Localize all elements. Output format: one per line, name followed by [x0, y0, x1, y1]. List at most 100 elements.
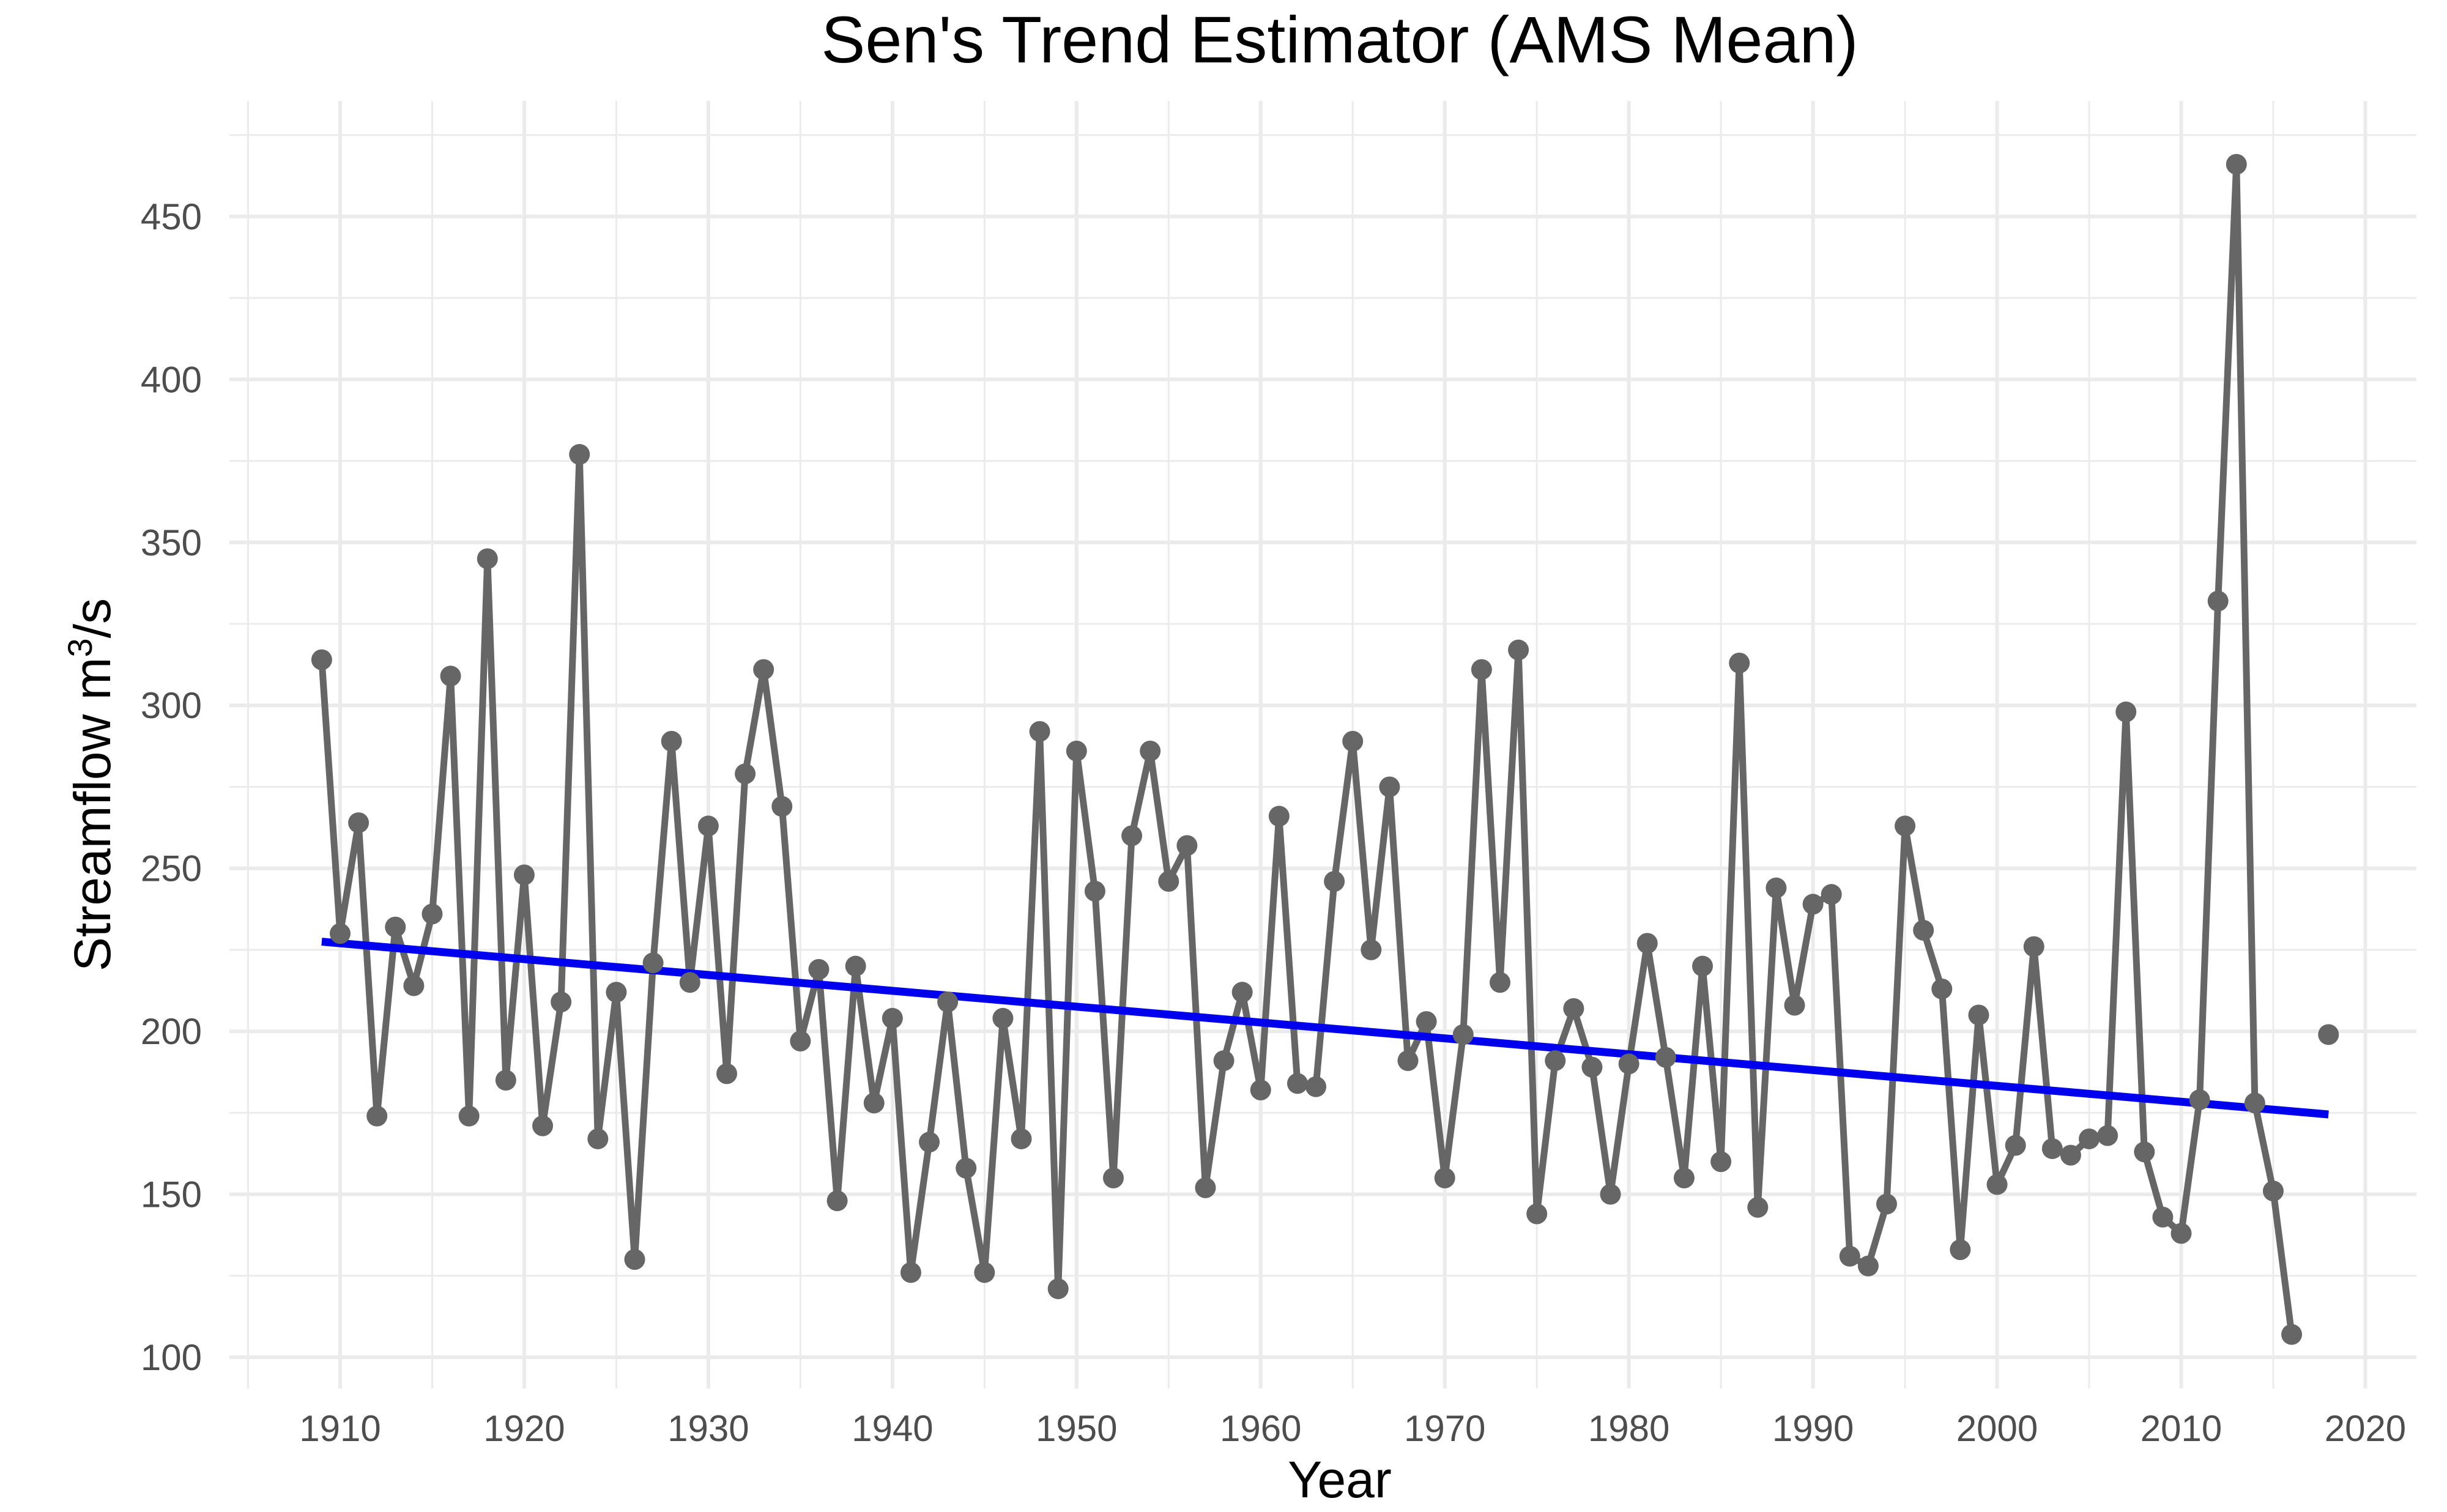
- data-point: [1508, 639, 1529, 661]
- data-point: [1379, 776, 1400, 798]
- data-point: [1268, 806, 1290, 827]
- data-point: [1784, 995, 1805, 1016]
- data-point: [2097, 1125, 2118, 1146]
- data-point: [1876, 1193, 1897, 1215]
- streamflow-series-line: [322, 165, 2328, 1335]
- data-point: [992, 1007, 1014, 1029]
- data-point: [1581, 1056, 1603, 1078]
- data-point: [440, 665, 461, 687]
- data-point: [1305, 1076, 1327, 1097]
- data-point: [1710, 1151, 1732, 1173]
- data-point: [1986, 1174, 2008, 1195]
- data-point: [1673, 1167, 1695, 1188]
- data-point: [790, 1031, 811, 1052]
- data-point: [1342, 730, 1364, 752]
- x-tick-label: 1940: [852, 1408, 933, 1449]
- data-point: [1747, 1196, 1769, 1218]
- data-point: [1802, 894, 1824, 915]
- data-point: [1600, 1184, 1621, 1205]
- data-point: [753, 659, 774, 680]
- data-point: [2244, 1092, 2265, 1114]
- x-tick-label: 2020: [2325, 1408, 2406, 1449]
- y-tick-label: 400: [141, 359, 202, 400]
- data-point: [366, 1105, 388, 1127]
- data-point: [1324, 870, 1345, 892]
- data-point: [771, 796, 793, 817]
- x-tick-label: 1960: [1220, 1408, 1301, 1449]
- data-point: [1931, 978, 1953, 999]
- data-point: [1158, 870, 1179, 892]
- data-point: [2318, 1024, 2339, 1045]
- y-tick-label: 250: [141, 848, 202, 889]
- data-point: [2189, 1089, 2210, 1111]
- data-point: [826, 1190, 848, 1212]
- data-point: [1857, 1255, 1879, 1277]
- y-axis-ticks: 100 150 200 250 300 350 400 450: [141, 196, 202, 1378]
- y-tick-label: 100: [141, 1337, 202, 1378]
- x-axis-title: Year: [1288, 1451, 1392, 1508]
- data-point: [385, 916, 406, 938]
- grid: [229, 101, 2416, 1388]
- data-point: [642, 952, 664, 974]
- data-point: [1471, 659, 1492, 680]
- data-point: [1913, 919, 1934, 941]
- x-tick-label: 1990: [1772, 1408, 1854, 1449]
- x-tick-label: 1930: [667, 1408, 749, 1449]
- data-point: [606, 982, 627, 1003]
- data-point: [900, 1262, 921, 1283]
- x-tick-label: 1970: [1404, 1408, 1485, 1449]
- data-point: [2005, 1135, 2026, 1156]
- y-axis-title: Streamflow m3/s: [61, 598, 121, 971]
- data-point: [1287, 1073, 1308, 1094]
- data-point: [2134, 1141, 2155, 1163]
- data-point: [495, 1070, 516, 1091]
- data-point: [2262, 1180, 2284, 1202]
- data-point: [1839, 1245, 1860, 1267]
- data-point: [348, 812, 369, 834]
- y-axis-title-suffix: /s: [64, 598, 121, 638]
- x-tick-label: 1950: [1036, 1408, 1117, 1449]
- x-tick-label: 1910: [299, 1408, 381, 1449]
- data-point: [1195, 1177, 1216, 1198]
- data-point: [1545, 1050, 1566, 1072]
- data-point: [311, 649, 332, 670]
- data-point: [1489, 972, 1510, 993]
- data-point: [513, 864, 535, 886]
- data-point: [1361, 939, 1382, 960]
- data-point: [808, 958, 830, 980]
- data-point: [1895, 815, 1916, 837]
- data-point: [2170, 1223, 2192, 1244]
- x-tick-label: 1920: [483, 1408, 565, 1449]
- plot-area: [311, 154, 2339, 1345]
- data-point: [330, 923, 351, 944]
- data-point: [863, 1092, 885, 1114]
- data-point: [974, 1262, 995, 1283]
- data-point: [735, 763, 756, 785]
- data-point: [1029, 721, 1050, 742]
- data-point: [2281, 1324, 2303, 1345]
- data-point: [1950, 1239, 1971, 1261]
- data-point: [2060, 1144, 2081, 1166]
- data-point: [1250, 1080, 1271, 1101]
- data-point: [1121, 825, 1143, 847]
- data-point: [1140, 740, 1161, 762]
- data-point: [1434, 1167, 1455, 1188]
- data-point: [1636, 933, 1658, 954]
- data-point: [551, 991, 572, 1013]
- data-point: [1102, 1167, 1124, 1188]
- data-point: [532, 1115, 554, 1136]
- data-point: [661, 730, 682, 752]
- data-point: [2226, 154, 2247, 175]
- data-point: [1084, 880, 1105, 902]
- data-point: [2207, 590, 2229, 612]
- x-tick-label: 1980: [1588, 1408, 1669, 1449]
- y-axis-title-superscript: 3: [61, 638, 99, 657]
- data-point: [624, 1249, 645, 1270]
- data-point: [1563, 998, 1584, 1019]
- data-point: [1397, 1050, 1419, 1072]
- data-point: [1655, 1047, 1676, 1068]
- data-point: [2041, 1138, 2063, 1159]
- data-point: [1692, 955, 1714, 977]
- data-point: [716, 1063, 737, 1084]
- data-point: [569, 443, 590, 465]
